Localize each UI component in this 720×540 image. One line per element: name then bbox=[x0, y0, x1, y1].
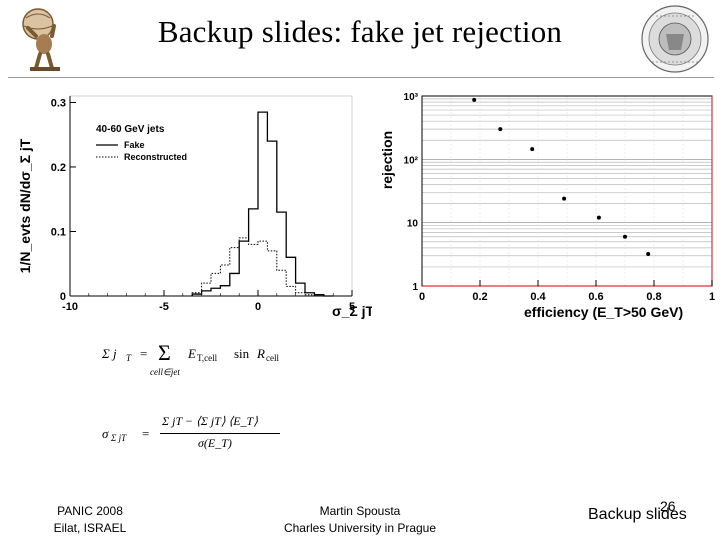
slide-title: Backup slides: fake jet rejection bbox=[157, 14, 563, 49]
hist-legend: 40-60 GeV jets Fake Reconstructed bbox=[96, 124, 187, 162]
rej-data-point bbox=[498, 127, 503, 132]
rej-data-point bbox=[623, 234, 627, 239]
rej-data-point bbox=[562, 196, 567, 201]
hist-y-axis-label: 1/N_evts dN/dσ_Σ jT bbox=[17, 138, 33, 273]
f2-numerator: Σ jT − ⟨Σ jT⟩ ⟨E_T⟩ bbox=[162, 414, 258, 428]
rej-x-tick-label: 0 bbox=[419, 291, 425, 303]
hist-y-tick-label: 0.1 bbox=[51, 226, 66, 238]
rej-x-tick-label: 0.6 bbox=[588, 291, 603, 303]
slide-number: 26 bbox=[660, 498, 676, 514]
rej-data-point bbox=[646, 252, 651, 257]
f1-term: E bbox=[188, 346, 196, 361]
footer-conference: PANIC 2008 Eilat, ISRAEL bbox=[20, 503, 160, 537]
f1-sum-sub: cell∈jet bbox=[150, 367, 180, 377]
rejection-vs-efficiency-plot: 0 0.2 0.4 0.6 0.8 1 1 10 10² 10³ rejection effici… bbox=[379, 92, 716, 320]
footer-author: Martin Spousta Charles University in Pra… bbox=[270, 503, 450, 537]
hist-x-axis-label: σ_Σ jT bbox=[332, 303, 372, 319]
rej-tick-labels: 0 0.2 0.4 0.6 0.8 1 1 10 10² 10³ bbox=[404, 92, 716, 303]
atlas-logo-icon bbox=[22, 8, 60, 71]
f1-sin: sin bbox=[234, 346, 250, 361]
hist-x-tick-label: -5 bbox=[159, 301, 169, 313]
legend-label-reconstructed: Reconstructed bbox=[124, 152, 187, 162]
title-divider bbox=[8, 77, 714, 78]
footer-author-name: Martin Spousta bbox=[319, 504, 401, 518]
f2-eq: = bbox=[142, 426, 150, 441]
hist-x-tick-label: 5 bbox=[349, 301, 355, 313]
footer-section: Backup slides bbox=[588, 506, 687, 523]
f1-r-sub: cell bbox=[266, 353, 279, 363]
f1-sum-sign: Σ bbox=[158, 340, 171, 365]
hist-series bbox=[191, 111, 334, 297]
f1-term-sub: T,cell bbox=[197, 353, 218, 363]
rej-x-axis-label: efficiency (E_T>50 GeV) bbox=[524, 304, 683, 320]
hist-y-tick-label: 0 bbox=[60, 291, 66, 303]
rej-axes bbox=[421, 95, 713, 287]
hist-y-tick-label: 0.2 bbox=[51, 162, 66, 174]
hist-tick-labels: -10 -5 0 5 0 0.1 0.2 0.3 bbox=[51, 97, 355, 313]
legend-title: 40-60 GeV jets bbox=[96, 124, 165, 135]
rej-data-point bbox=[472, 97, 477, 102]
rej-grid bbox=[422, 96, 713, 287]
hist-series-reconstructed bbox=[191, 237, 334, 297]
rej-x-tick-label: 0.2 bbox=[472, 291, 487, 303]
f1-lhs-sub: T bbox=[126, 353, 132, 363]
hist-series-fake bbox=[191, 111, 334, 297]
hist-x-tick-label: -10 bbox=[62, 301, 78, 313]
f1-lhs: Σ j bbox=[102, 346, 117, 361]
f2-denominator: σ(E_T) bbox=[198, 436, 232, 450]
footer-conference-name: PANIC 2008 bbox=[57, 504, 123, 518]
formula-sum-jt: Σ j T = Σ cell∈jet E T,cell sin R cell bbox=[102, 340, 302, 384]
rej-y-axis-label: rejection bbox=[379, 131, 395, 189]
university-seal-icon bbox=[641, 5, 709, 73]
rej-y-tick-label: 10³ bbox=[404, 92, 419, 103]
hist-axes bbox=[69, 96, 353, 297]
fake-vs-reconstructed-histogram: -10 -5 0 5 0 0.1 0.2 0.3 40-60 GeV jets Fake Re… bbox=[17, 95, 372, 319]
legend-label-fake: Fake bbox=[124, 140, 145, 150]
rej-x-tick-label: 1 bbox=[709, 291, 715, 303]
footer-conference-location: Eilat, ISRAEL bbox=[53, 521, 127, 535]
rej-data-point bbox=[530, 147, 535, 152]
rej-points bbox=[472, 97, 651, 257]
footer-author-affiliation: Charles University in Prague bbox=[283, 521, 437, 535]
f1-eq: = bbox=[140, 346, 148, 361]
rej-data-point bbox=[596, 215, 601, 220]
rej-y-tick-label: 10² bbox=[404, 155, 419, 166]
formula-sigma-sum-jt: σ Σ jT = Σ jT − ⟨Σ jT⟩ ⟨E_T⟩ σ(E_T) bbox=[102, 412, 302, 456]
rej-x-tick-label: 0.4 bbox=[530, 291, 546, 303]
f2-lhs-sub: Σ jT bbox=[111, 433, 127, 443]
rej-x-tick-label: 0.8 bbox=[646, 291, 661, 303]
hist-y-tick-label: 0.3 bbox=[51, 97, 66, 109]
f1-r: R bbox=[257, 346, 265, 361]
f2-fraction-bar bbox=[160, 433, 280, 434]
rej-y-tick-label: 10 bbox=[407, 219, 419, 230]
rej-y-tick-label: 1 bbox=[412, 282, 418, 293]
f2-lhs: σ bbox=[102, 426, 109, 441]
hist-x-tick-label: 0 bbox=[255, 301, 261, 313]
